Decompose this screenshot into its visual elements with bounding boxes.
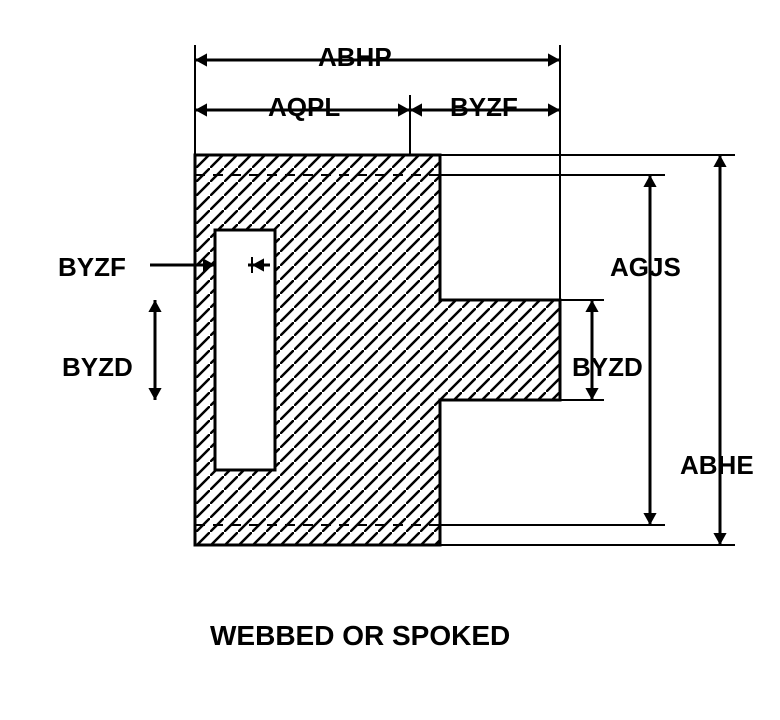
label-byzd-left: BYZD (62, 352, 133, 383)
diagram-stage: ABHP AQPL BYZF BYZF BYZD BYZD AGJS ABHE … (0, 0, 780, 720)
diagram-caption: WEBBED OR SPOKED (210, 620, 510, 652)
label-byzf-left: BYZF (58, 252, 126, 283)
label-abhe: ABHE (680, 450, 754, 481)
label-byzd-right: BYZD (572, 352, 643, 383)
label-byzf-top: BYZF (450, 92, 518, 123)
label-agjs: AGJS (610, 252, 681, 283)
label-abhp: ABHP (318, 42, 392, 73)
label-aqpl: AQPL (268, 92, 340, 123)
